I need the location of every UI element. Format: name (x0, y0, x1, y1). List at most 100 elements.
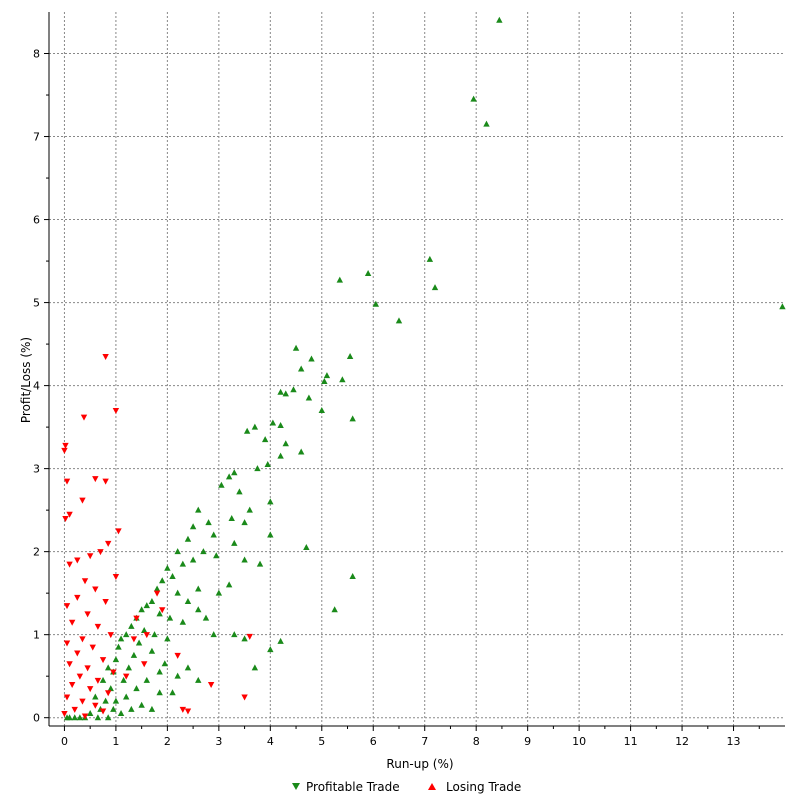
profitable-trade-point (372, 300, 380, 307)
profitable-trade-point (282, 440, 289, 447)
profitable-trade-point (148, 647, 156, 654)
profitable-trade-point (189, 556, 197, 563)
losing-trade-point (97, 549, 104, 556)
y-tick-label: 2 (33, 546, 40, 559)
x-tick-label: 0 (61, 735, 68, 748)
x-tick-label: 9 (524, 735, 531, 748)
profitable-trade-point (133, 685, 140, 692)
profitable-trade-point (277, 388, 284, 395)
losing-trade-point (94, 677, 102, 684)
profitable-trade-point (166, 614, 174, 621)
losing-trade-point (63, 603, 71, 610)
profitable-trade-point (251, 664, 259, 671)
legend-label-losing: Losing Trade (446, 780, 521, 794)
profitable-trade-point (169, 689, 176, 696)
losing-trade-point (207, 681, 215, 688)
series-losing (61, 354, 253, 720)
x-tick-label: 4 (267, 735, 274, 748)
losing-trade-point (71, 706, 78, 713)
losing-trade-point (66, 561, 73, 568)
profitable-trade-point (128, 622, 135, 629)
losing-trade-point (110, 669, 117, 676)
x-tick-label: 2 (164, 735, 171, 748)
losing-trade-point (133, 615, 140, 622)
losing-trade-point (102, 478, 109, 485)
profitable-trade-point (107, 685, 114, 692)
profitable-trade-point (426, 255, 434, 262)
profitable-trade-point (189, 523, 197, 530)
profitable-trade-point (321, 377, 328, 384)
legend: Profitable Trade Losing Trade (292, 780, 521, 794)
losing-trade-point (143, 632, 150, 639)
profitable-trade-point (174, 672, 181, 679)
x-tick-label: 10 (572, 735, 586, 748)
losing-trade-point (81, 578, 89, 585)
profitable-trade-point (99, 676, 107, 683)
profitable-trade-point (231, 469, 238, 476)
losing-trade-point (241, 694, 248, 701)
losing-trade-point (61, 447, 68, 454)
profitable-trade-point (161, 660, 169, 667)
profitable-trade-point (331, 606, 338, 613)
losing-trade-point (246, 633, 253, 640)
profitable-trade-point (213, 552, 220, 559)
losing-trade-point (76, 673, 84, 680)
profitable-trade-point (303, 544, 310, 550)
losing-trade-point (141, 661, 148, 668)
losing-trade-point (63, 640, 71, 647)
losing-trade-point (79, 497, 86, 504)
profitable-trade-point (148, 597, 156, 604)
losing-trade-point (92, 586, 99, 593)
profitable-trade-point (102, 697, 109, 704)
losing-trade-point (74, 594, 81, 601)
losing-trade-point (81, 713, 89, 720)
x-tick-label: 11 (624, 735, 638, 748)
profitable-trade-point (71, 714, 78, 721)
profitable-trade-point (112, 656, 120, 663)
profitable-trade-point (264, 460, 271, 467)
profitable-trade-point (318, 407, 325, 414)
losing-trade-point (86, 553, 94, 560)
profitable-trade-point (164, 635, 171, 642)
profitable-trade-point (241, 635, 248, 642)
profitable-trade-point (282, 390, 289, 397)
profitable-trade-point (184, 597, 192, 604)
profitable-trade-point (195, 506, 202, 513)
profitable-trade-point (195, 585, 202, 592)
losing-trade-point (68, 681, 76, 688)
x-tick-label: 1 (112, 735, 119, 748)
profitable-trade-point (112, 697, 120, 704)
losing-trade-point (107, 632, 114, 639)
losing-trade-point (102, 354, 109, 361)
profitable-trade-point (779, 303, 786, 310)
profitable-trade-point (151, 631, 158, 638)
losing-trade-point (66, 511, 73, 518)
x-tick-label: 7 (421, 735, 428, 748)
losing-trade-point (92, 702, 99, 709)
profitable-trade-point (156, 689, 163, 696)
grid (49, 12, 785, 726)
profitable-trade-point (225, 473, 233, 480)
profitable-trade-point (241, 556, 248, 563)
losing-trade-point (123, 673, 130, 680)
profitable-trade-point (431, 284, 439, 291)
series-profitable (63, 16, 786, 721)
profitable-trade-point (256, 560, 264, 567)
y-axis-label: Profit/Loss (%) (19, 337, 33, 423)
losing-trade-point (62, 515, 69, 522)
profitable-trade-point (138, 701, 145, 708)
profitable-trade-point (174, 548, 181, 555)
profitable-trade-point (141, 627, 148, 634)
profitable-trade-point (123, 631, 130, 638)
legend-label-profitable: Profitable Trade (306, 780, 400, 794)
profitable-trade-point (269, 419, 277, 426)
losing-trade-point (184, 708, 192, 715)
profitable-trade-point (305, 394, 313, 401)
profitable-trade-point (195, 676, 202, 683)
profitable-trade-point (195, 606, 202, 613)
profitable-trade-point (128, 705, 135, 712)
profitable-trade-point (117, 710, 125, 717)
profitable-trade-point (153, 585, 161, 592)
profitable-trade-point (205, 519, 212, 526)
